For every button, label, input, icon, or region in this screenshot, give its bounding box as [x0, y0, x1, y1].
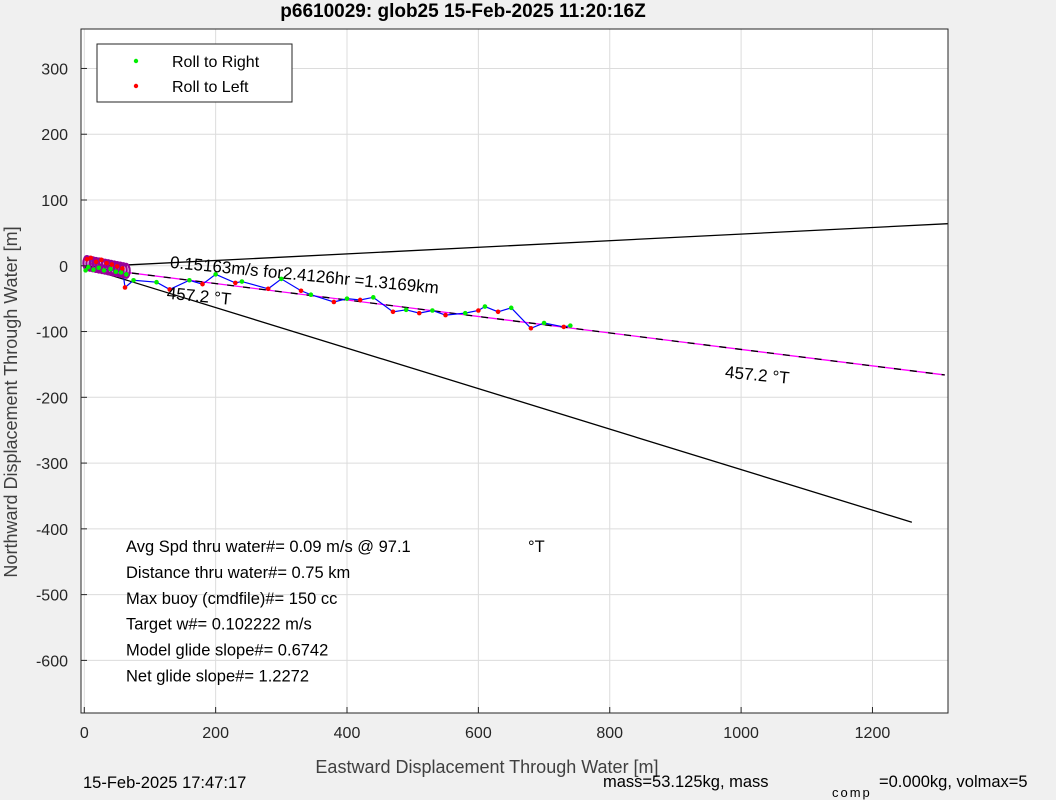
roll-left-point: [528, 325, 534, 331]
legend-label-roll-right: Roll to Right: [172, 54, 260, 71]
chart-title: p6610029: glob25 15-Feb-2025 11:20:16Z: [280, 1, 646, 22]
roll-right-point: [239, 279, 245, 284]
info-line: Net glide slope#= 1.2272: [126, 668, 309, 686]
data-points: [82, 255, 573, 331]
roll-left-point: [233, 280, 238, 286]
roll-left-point: [495, 309, 501, 315]
legend: Roll to Right Roll to Left: [96, 43, 293, 103]
y-axis-label: Northward Displacement Through Water [m]: [1, 226, 21, 577]
roll-left-point: [298, 288, 304, 294]
info-block: Avg Spd thru water#= 0.09 m/s @ 97.1 Dist…: [126, 538, 545, 686]
roll-left-point: [476, 308, 481, 313]
roll-right-point: [308, 292, 314, 298]
legend-marker-roll-left: [133, 83, 139, 89]
x-tick-label: 400: [334, 725, 361, 742]
lower-bound-line: [84, 266, 913, 523]
upper-bound-line: [84, 223, 949, 268]
info-line: Model glide slope#= 0.6742: [126, 642, 328, 660]
x-tick-label: 800: [596, 725, 623, 742]
roll-right-point: [462, 310, 468, 316]
roll-right-point: [85, 264, 91, 270]
y-tick-label: 0: [59, 259, 68, 276]
y-tick-label: 300: [41, 61, 68, 78]
roll-right-point: [96, 265, 102, 271]
x-tick-label: 600: [465, 725, 492, 742]
y-tick-label: 200: [41, 127, 68, 144]
x-tick-label: 200: [202, 725, 229, 742]
mean-track-dashes: [84, 266, 945, 376]
plot-frame: [80, 28, 949, 714]
x-tick-label: 1200: [855, 725, 891, 742]
plot-area: [81, 29, 948, 713]
info-unit: °T: [528, 538, 545, 556]
footer-rest: =0.000kg, volmax=5: [879, 773, 1028, 791]
roll-right-point: [541, 320, 547, 326]
info-line: Distance thru water#= 0.75 km: [126, 564, 350, 582]
roll-right-point: [370, 295, 376, 300]
x-tick-label: 1000: [723, 725, 759, 742]
roll-right-point: [101, 268, 107, 273]
roll-right-point: [118, 270, 124, 275]
roll-right-point: [83, 268, 88, 273]
roll-right-point: [187, 277, 192, 283]
roll-right-point: [124, 272, 129, 277]
roll-right-point: [344, 296, 350, 301]
roll-left-point: [390, 309, 396, 315]
roll-left-point: [109, 262, 115, 267]
info-line: Avg Spd thru water#= 0.09 m/s @ 97.1: [126, 538, 411, 556]
roll-left-point: [167, 287, 172, 292]
roll-right-point: [108, 266, 113, 272]
roll-left-point: [122, 285, 128, 290]
roll-left-point: [120, 266, 125, 271]
roll-left-point: [443, 312, 448, 318]
roll-right-point: [482, 304, 488, 309]
roll-right-point: [213, 272, 218, 277]
axis-ticks: 0 200 400 600 800 1000 12003002001000-100-200-…: [36, 61, 890, 742]
roll-left-point: [331, 299, 337, 305]
roll-right-point: [154, 279, 159, 285]
roll-left-point: [416, 310, 422, 316]
reference-lines: [84, 223, 949, 523]
roll-right-point: [91, 267, 96, 273]
roll-right-point: [131, 277, 136, 283]
roll-left-point: [200, 281, 205, 287]
grid: [81, 29, 948, 713]
legend-box: [96, 43, 293, 103]
roll-left-point: [561, 324, 567, 330]
roll-left-point: [84, 256, 90, 262]
y-tick-label: -200: [36, 390, 68, 407]
roll-right-point: [403, 307, 409, 313]
y-tick-label: -500: [36, 588, 68, 605]
roll-right-point: [508, 305, 514, 311]
roll-right-point: [113, 269, 119, 274]
y-tick-label: -300: [36, 456, 68, 473]
legend-marker-roll-right: [133, 58, 139, 64]
footer-mass-subscript: comp: [832, 785, 872, 800]
info-line: Max buoy (cmdfile)#= 150 cc: [126, 590, 337, 608]
y-tick-label: -100: [36, 325, 68, 342]
roll-left-point: [265, 286, 271, 292]
roll-right-point: [568, 323, 573, 328]
roll-left-point: [99, 257, 104, 263]
x-axis-label: Eastward Displacement Through Water [m]: [315, 757, 658, 777]
footer-date: 15-Feb-2025 17:47:17: [83, 774, 246, 792]
y-tick-label: -600: [36, 653, 68, 670]
roll-left-point: [88, 255, 94, 261]
roll-left-point: [104, 260, 109, 266]
x-tick-label: 0: [80, 725, 89, 742]
y-tick-label: -400: [36, 522, 68, 539]
roll-right-point: [430, 308, 435, 313]
footer-mass: mass=53.125kg, mass: [603, 773, 769, 791]
roll-left-point: [357, 297, 363, 303]
roll-left-point: [114, 264, 120, 269]
roll-left-point: [93, 259, 99, 265]
dive-loop-marker: [118, 262, 128, 279]
info-line: Target w#= 0.102222 m/s: [126, 616, 312, 634]
y-tick-label: 100: [41, 193, 68, 210]
legend-label-roll-left: Roll to Left: [172, 79, 249, 96]
roll-right-point: [279, 276, 284, 282]
